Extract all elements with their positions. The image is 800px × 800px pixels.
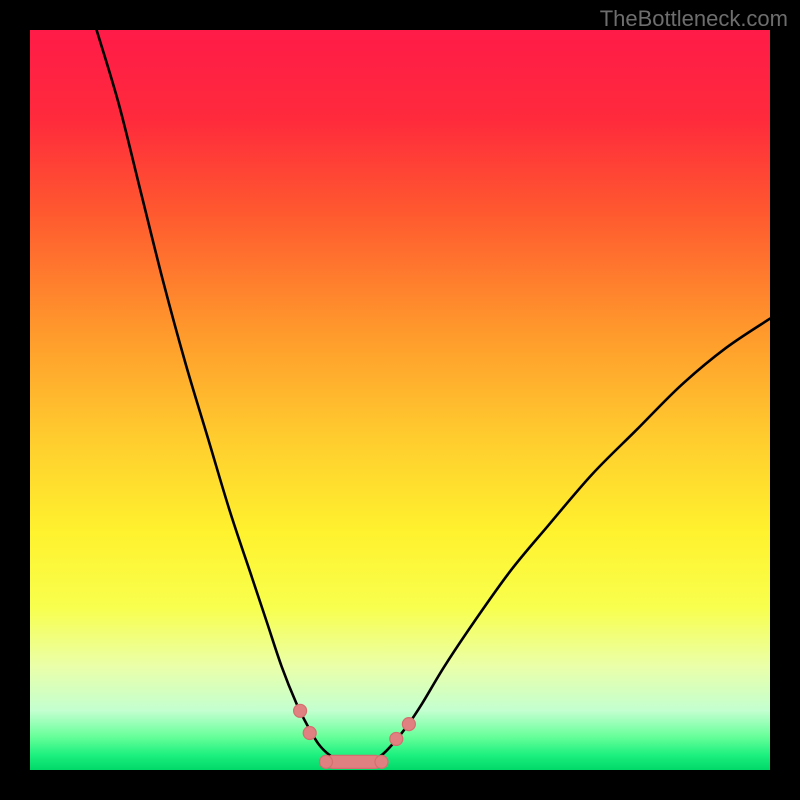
bottleneck-chart [30, 30, 770, 770]
marker-pill-cap [375, 755, 388, 768]
marker-dot [294, 704, 307, 717]
marker-dot [402, 718, 415, 731]
marker-dot [303, 727, 316, 740]
marker-pill [326, 755, 382, 768]
gradient-background [30, 30, 770, 770]
plot-area [30, 30, 770, 770]
watermark: TheBottleneck.com [600, 6, 788, 32]
marker-pill-cap [320, 755, 333, 768]
marker-dot [390, 732, 403, 745]
